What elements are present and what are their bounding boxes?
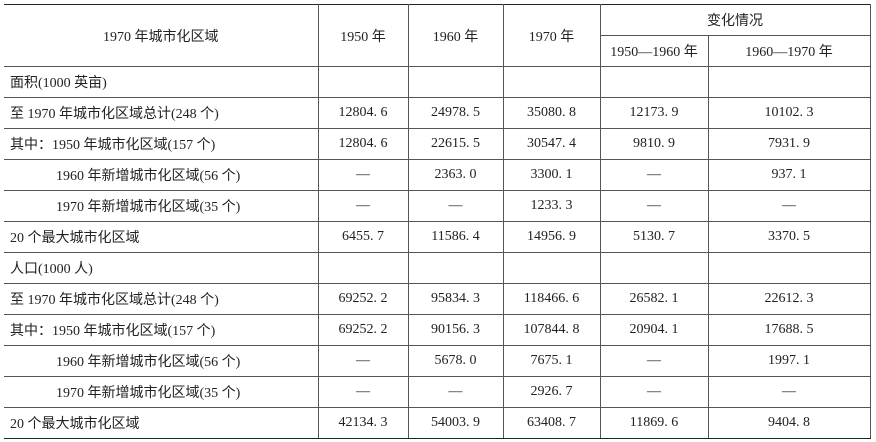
data-table: 1970 年城市化区域 1950 年 1960 年 1970 年 变化情况 19… xyxy=(4,4,871,439)
data-cell: — xyxy=(707,190,871,222)
row-label: 至 1970 年城市化区域总计(248 个) xyxy=(4,283,319,315)
table-body: 面积(1000 英亩) 至 1970 年城市化区域总计(248 个) 12804. … xyxy=(4,66,871,439)
data-cell xyxy=(407,252,504,284)
data-cell: 12804. 6 xyxy=(317,128,409,160)
data-cell: 30547. 4 xyxy=(502,128,601,160)
data-cell: 9810. 9 xyxy=(599,128,709,160)
data-cell: — xyxy=(407,190,504,222)
data-cell: 63408. 7 xyxy=(502,407,601,439)
header-row: 1970 年城市化区域 1950 年 1960 年 1970 年 变化情况 xyxy=(4,4,871,67)
row-label: 1970 年新增城市化区域(35 个) xyxy=(4,376,319,408)
data-cell: 12173. 9 xyxy=(599,97,709,129)
data-cell: — xyxy=(599,345,709,377)
row-label: 其中：1950 年城市化区域(157 个) xyxy=(4,128,319,160)
table-row: 1960 年新增城市化区域(56 个) —2363. 0 3300. 1—937. … xyxy=(4,159,871,191)
data-cell: 7675. 1 xyxy=(502,345,601,377)
table-row: 面积(1000 英亩) xyxy=(4,66,871,98)
data-cell: — xyxy=(407,376,504,408)
data-cell: 118466. 6 xyxy=(502,283,601,315)
header-cell: 1950 年 xyxy=(317,4,409,67)
data-cell: — xyxy=(317,345,409,377)
data-cell: 26582. 1 xyxy=(599,283,709,315)
row-label: 20 个最大城市化区域 xyxy=(4,221,319,253)
data-cell: — xyxy=(599,190,709,222)
data-cell: 2926. 7 xyxy=(502,376,601,408)
data-cell: 95834. 3 xyxy=(407,283,504,315)
data-cell xyxy=(707,66,871,98)
data-cell: 5678. 0 xyxy=(407,345,504,377)
table-row: 1970 年新增城市化区域(35 个) — —2926. 7— — xyxy=(4,376,871,408)
data-cell: 22612. 3 xyxy=(707,283,871,315)
data-cell: 42134. 3 xyxy=(317,407,409,439)
data-cell xyxy=(707,252,871,284)
data-cell: 6455. 7 xyxy=(317,221,409,253)
row-label: 其中：1950 年城市化区域(157 个) xyxy=(4,314,319,346)
table-row: 至 1970 年城市化区域总计(248 个) 12804. 6 24978. 5 35… xyxy=(4,97,871,129)
row-label: 20 个最大城市化区域 xyxy=(4,407,319,439)
data-cell: 54003. 9 xyxy=(407,407,504,439)
data-cell: 107844. 8 xyxy=(502,314,601,346)
data-cell xyxy=(502,252,601,284)
data-cell: 3300. 1 xyxy=(502,159,601,191)
data-cell: — xyxy=(599,376,709,408)
header-cell: 变化情况 xyxy=(599,4,871,36)
data-cell: 937. 1 xyxy=(707,159,871,191)
data-cell xyxy=(502,66,601,98)
data-cell: 69252. 2 xyxy=(317,283,409,315)
data-cell: 24978. 5 xyxy=(407,97,504,129)
header-cell: 1960—1970 年 xyxy=(707,35,871,67)
data-cell xyxy=(599,66,709,98)
table-row: 1970 年新增城市化区域(35 个) — —1233. 3— — xyxy=(4,190,871,222)
header-cell: 1950—1960 年 xyxy=(600,35,709,67)
row-label: 1970 年新增城市化区域(35 个) xyxy=(4,190,319,222)
row-label: 1960 年新增城市化区域(56 个) xyxy=(4,159,319,191)
data-cell: 1997. 1 xyxy=(707,345,871,377)
table-row: 其中：1950 年城市化区域(157 个) 12804. 6 22615. 5 305… xyxy=(4,128,871,160)
data-cell xyxy=(599,252,709,284)
data-cell: — xyxy=(317,159,409,191)
data-cell: 10102. 3 xyxy=(707,97,871,129)
data-cell: 12804. 6 xyxy=(317,97,409,129)
data-cell xyxy=(317,66,409,98)
data-cell xyxy=(317,252,409,284)
data-cell: 9404. 8 xyxy=(707,407,871,439)
table-row: 其中：1950 年城市化区域(157 个) 69252. 2 90156. 3 107… xyxy=(4,314,871,346)
data-cell: 90156. 3 xyxy=(407,314,504,346)
row-label: 至 1970 年城市化区域总计(248 个) xyxy=(4,97,319,129)
data-cell: 7931. 9 xyxy=(707,128,871,160)
data-cell: — xyxy=(599,159,709,191)
data-cell: 3370. 5 xyxy=(707,221,871,253)
data-cell: 5130. 7 xyxy=(599,221,709,253)
data-cell: 17688. 5 xyxy=(707,314,871,346)
data-cell: 69252. 2 xyxy=(317,314,409,346)
row-label: 1960 年新增城市化区域(56 个) xyxy=(4,345,319,377)
table-row: 1960 年新增城市化区域(56 个) —5678. 0 7675. 1—1997.… xyxy=(4,345,871,377)
row-label: 人口(1000 人) xyxy=(4,252,319,284)
data-cell: 14956. 9 xyxy=(502,221,601,253)
table-row: 至 1970 年城市化区域总计(248 个) 69252. 2 95834. 3 11… xyxy=(4,283,871,315)
table-row: 人口(1000 人) xyxy=(4,252,871,284)
data-cell: — xyxy=(317,190,409,222)
data-cell: 20904. 1 xyxy=(599,314,709,346)
row-label: 面积(1000 英亩) xyxy=(4,66,319,98)
data-cell: 11869. 6 xyxy=(599,407,709,439)
data-cell: — xyxy=(317,376,409,408)
table-row: 20 个最大城市化区域 6455. 7 11586. 4 14956. 9 5130. … xyxy=(4,221,871,253)
data-cell: 35080. 8 xyxy=(502,97,601,129)
data-cell: 2363. 0 xyxy=(407,159,504,191)
data-cell: 22615. 5 xyxy=(407,128,504,160)
data-cell xyxy=(407,66,504,98)
header-cell: 1960 年 xyxy=(407,4,504,67)
header-cell: 1970 年 xyxy=(502,4,601,67)
table-row: 20 个最大城市化区域 42134. 3 54003. 9 63408. 7 11869… xyxy=(4,407,871,439)
data-cell: — xyxy=(707,376,871,408)
header-cell: 1970 年城市化区域 xyxy=(4,4,319,67)
header-row: 1950—1960 年 1960—1970 年 xyxy=(4,35,871,67)
data-cell: 11586. 4 xyxy=(407,221,504,253)
data-cell: 1233. 3 xyxy=(502,190,601,222)
